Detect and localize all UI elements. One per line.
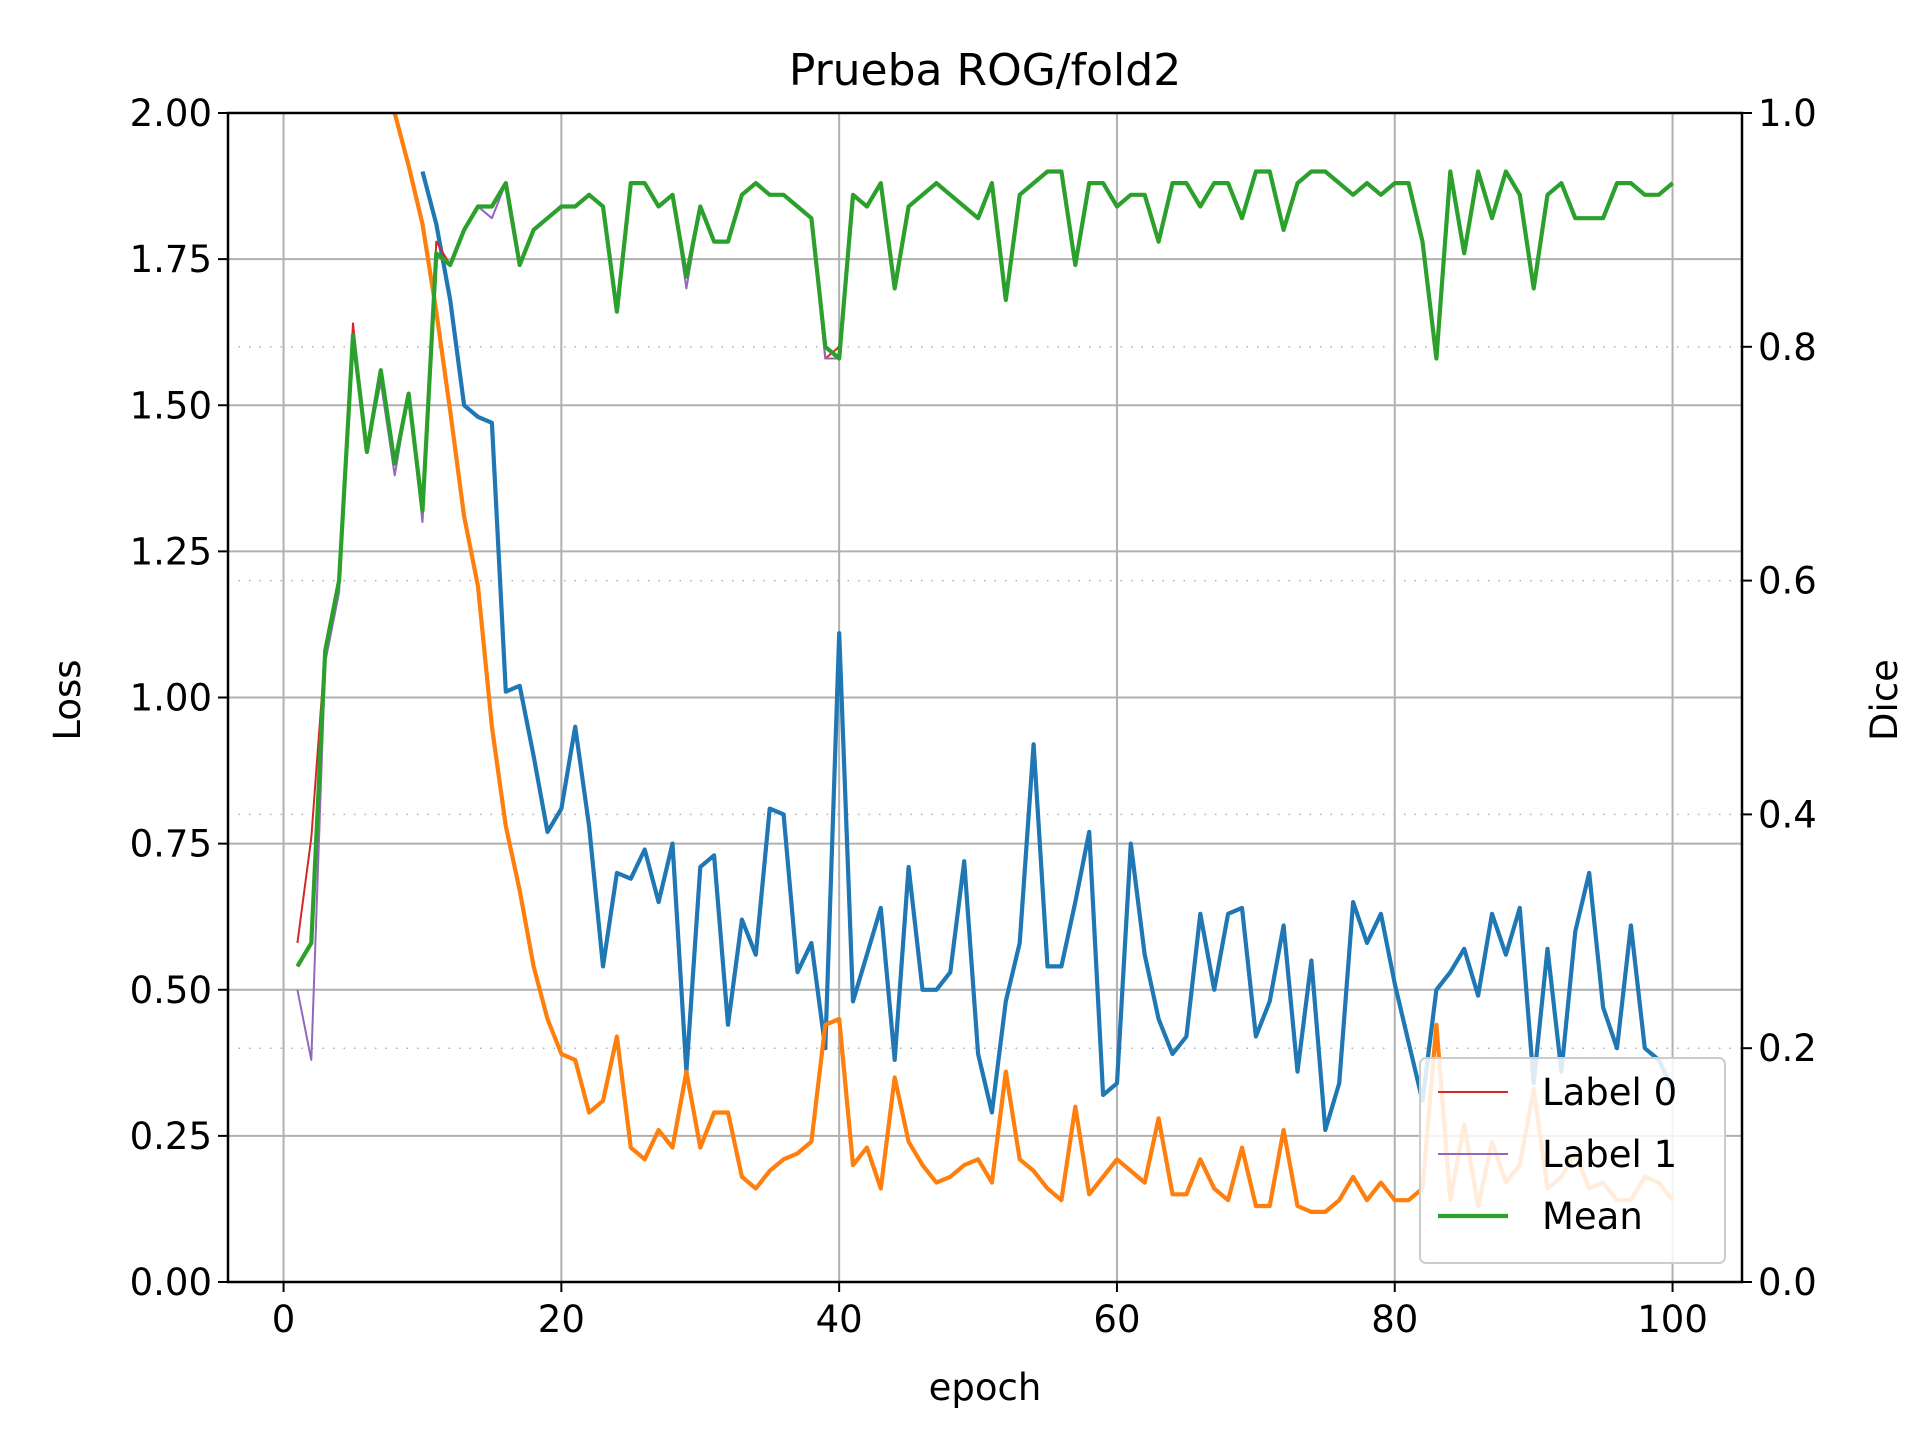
left-y-axis-title: Loss xyxy=(46,659,89,740)
legend-label-label1: Label 1 xyxy=(1542,1133,1677,1176)
left-y-axis-ticks: 0.00 0.25 0.50 0.75 1.00 1.25 1.50 1.75 2.00 xyxy=(130,92,228,1304)
x-tick-label: 80 xyxy=(1371,1298,1418,1341)
legend-label-mean: Mean xyxy=(1542,1195,1643,1238)
right-y-axis-title: Dice xyxy=(1863,659,1906,741)
x-tick-label: 40 xyxy=(816,1298,863,1341)
legend: Label 0 Label 1 Mean xyxy=(1419,1057,1726,1264)
series-lines xyxy=(295,113,1675,1215)
y-left-tick-label: 1.50 xyxy=(130,384,212,427)
y-right-tick-label: 0.8 xyxy=(1758,326,1817,369)
right-axis-dotted-grid xyxy=(228,346,1742,1049)
x-axis-ticks: 0 20 40 60 80 100 xyxy=(272,1282,1708,1341)
y-right-tick-label: 0.0 xyxy=(1758,1261,1817,1304)
x-tick-label: 60 xyxy=(1093,1298,1140,1341)
y-left-tick-label: 0.00 xyxy=(130,1261,212,1304)
y-right-tick-label: 0.4 xyxy=(1758,793,1817,836)
y-left-tick-label: 0.50 xyxy=(130,969,212,1012)
y-right-tick-label: 1.0 xyxy=(1758,92,1817,135)
y-left-tick-label: 1.00 xyxy=(130,677,212,720)
legend-box xyxy=(1419,1057,1726,1264)
x-tick-label: 100 xyxy=(1637,1298,1708,1341)
y-left-tick-label: 1.25 xyxy=(130,530,212,573)
y-left-tick-label: 2.00 xyxy=(130,92,212,135)
y-left-tick-label: 0.25 xyxy=(130,1115,212,1158)
series-line-train_loss xyxy=(420,170,1675,1133)
series-line-mean xyxy=(295,169,1674,968)
right-y-axis-ticks: 0.0 0.2 0.4 0.6 0.8 1.0 xyxy=(1742,92,1817,1304)
y-left-tick-label: 0.75 xyxy=(130,823,212,866)
y-right-tick-label: 0.6 xyxy=(1758,560,1817,603)
x-tick-label: 20 xyxy=(538,1298,585,1341)
x-tick-label: 0 xyxy=(272,1298,296,1341)
y-left-tick-label: 1.75 xyxy=(130,238,212,281)
legend-label-label0: Label 0 xyxy=(1542,1071,1677,1114)
y-right-tick-label: 0.2 xyxy=(1758,1027,1817,1070)
x-axis-title: epoch xyxy=(929,1366,1042,1409)
chart-title: Prueba ROG/fold2 xyxy=(789,45,1181,96)
